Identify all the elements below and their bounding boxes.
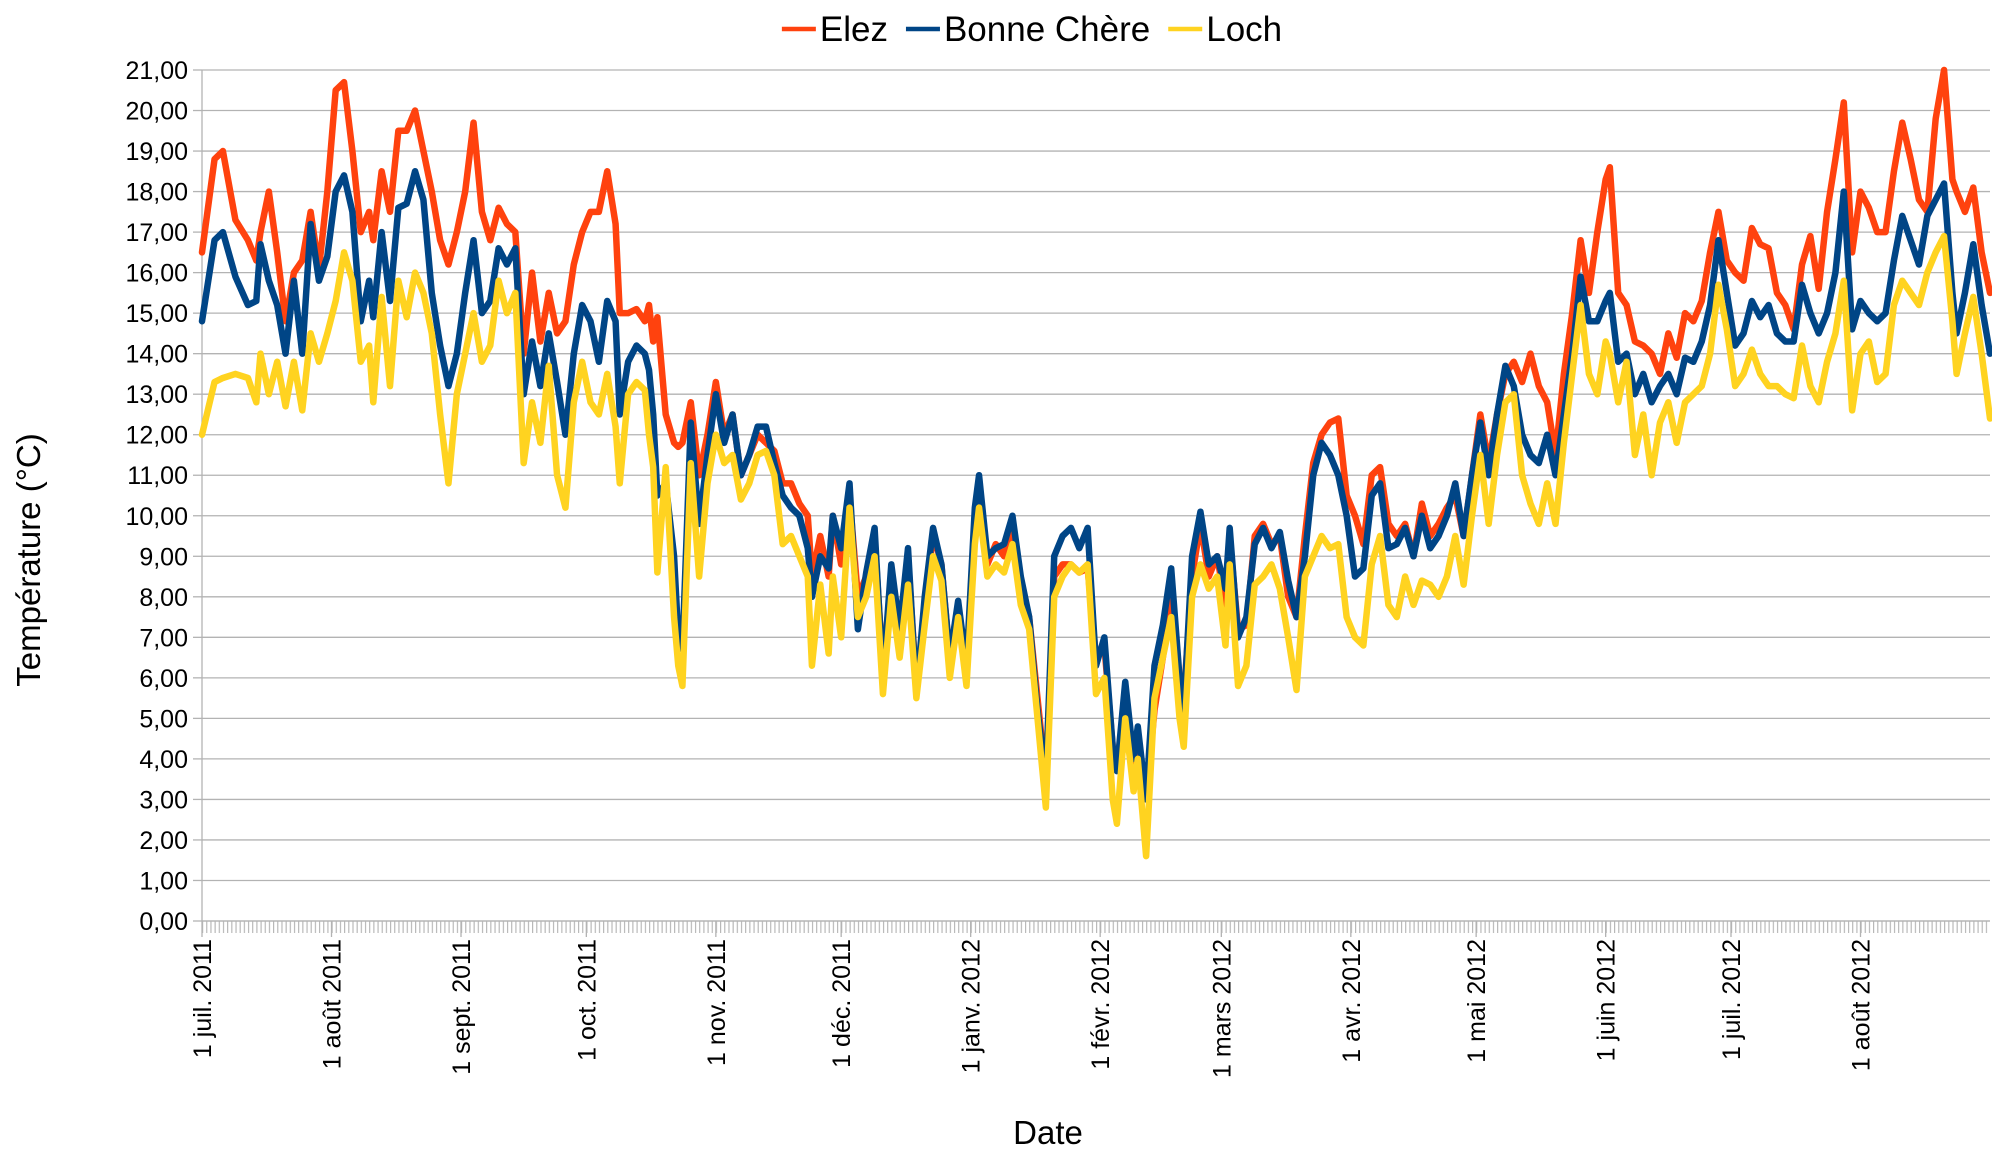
y-tick-label: 4,00 [139,746,188,774]
y-tick-label: 7,00 [139,624,188,652]
x-tick-label: 1 août 2012 [1847,939,1875,1071]
y-tick-label: 6,00 [139,665,188,693]
y-tick-label: 3,00 [139,786,188,814]
x-tick-label: 1 déc. 2011 [828,939,856,1068]
y-tick-label: 8,00 [139,584,188,612]
x-tick-label: 1 juil. 2012 [1718,939,1746,1060]
x-tick-label: 1 juil. 2011 [189,939,217,1058]
y-tick-label: 9,00 [139,543,188,571]
y-tick-label: 0,00 [139,908,188,936]
legend: Elez Bonne Chère Loch [781,10,1282,49]
legend-label: Elez [820,10,888,49]
y-axis-title: Température (°C) [10,433,47,686]
y-tick-label: 14,00 [125,341,188,369]
x-tick-label: 1 févr. 2012 [1087,939,1115,1070]
y-tick-label: 20,00 [125,98,188,126]
x-tick-label: 1 avr. 2012 [1338,939,1366,1063]
minor-ticks [202,921,1990,933]
y-tick-label: 17,00 [125,219,188,247]
x-tick-label: 1 sept. 2011 [448,939,476,1075]
series-line [198,168,1992,803]
x-tick-label: 1 oct. 2011 [573,939,601,1061]
x-tick-label: 1 janv. 2012 [958,939,986,1073]
y-tick-label: 19,00 [125,138,188,166]
x-tick-label: 1 juin 2012 [1593,939,1621,1061]
y-tick-label: 15,00 [125,300,188,328]
series-line [198,232,1992,860]
x-axis-title: Date [1013,1114,1083,1151]
y-tick-label: 10,00 [125,503,188,531]
y-tick-label: 18,00 [125,179,188,207]
y-tick-label: 5,00 [139,705,188,733]
y-tick-label: 12,00 [125,422,188,450]
x-tick-label: 1 nov. 2011 [703,939,731,1066]
y-tick-label: 1,00 [139,867,188,895]
x-tick-label: 1 mars 2012 [1208,939,1236,1078]
y-tick-label: 11,00 [127,462,188,490]
x-tick-label: 1 mai 2012 [1463,939,1491,1063]
x-tick-label: 1 août 2011 [319,939,347,1069]
y-tick-label: 16,00 [125,260,188,288]
y-tick-label: 13,00 [125,381,188,409]
legend-label: Bonne Chère [944,10,1150,49]
legend-label: Loch [1206,10,1282,49]
y-tick-label: 21,00 [125,57,188,85]
y-tick-label: 2,00 [139,827,188,855]
